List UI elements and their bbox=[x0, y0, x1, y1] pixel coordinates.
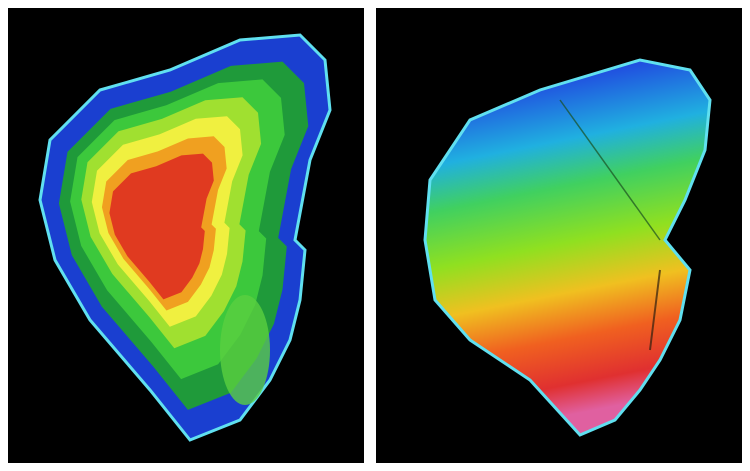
gradient-map bbox=[423, 58, 712, 437]
ridge bbox=[559, 99, 661, 241]
surface bbox=[423, 58, 712, 437]
contour-band bbox=[220, 295, 270, 405]
contour-map bbox=[38, 33, 332, 442]
ridge bbox=[649, 269, 661, 351]
